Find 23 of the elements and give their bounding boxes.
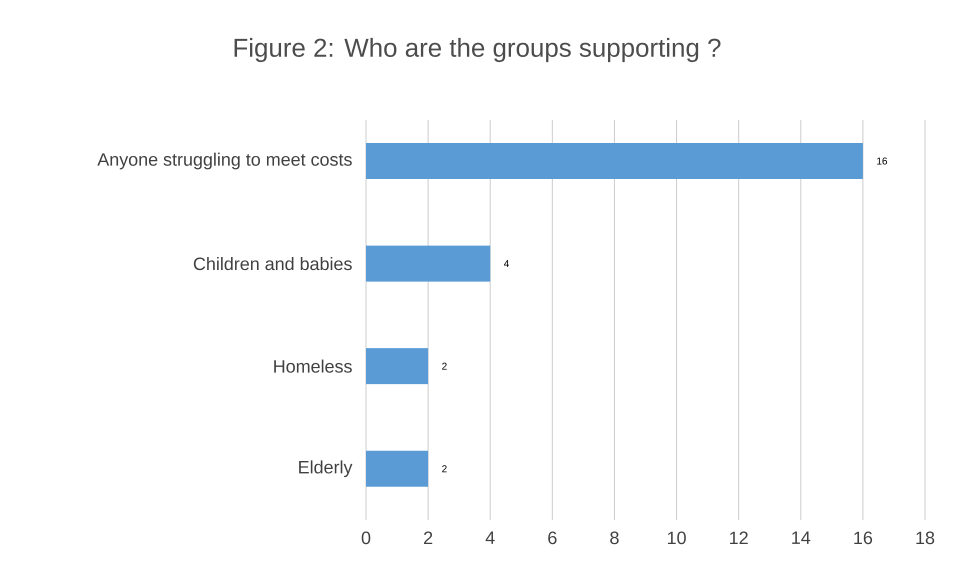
x-tick-label: 10 bbox=[668, 532, 686, 544]
bar bbox=[366, 450, 428, 487]
data-label: 4 bbox=[504, 260, 509, 268]
x-tick-label: 18 bbox=[916, 532, 934, 544]
x-tick-label: 16 bbox=[854, 532, 872, 544]
data-label: 2 bbox=[442, 465, 447, 472]
y-tick-label: Elderly bbox=[299, 460, 352, 478]
bar bbox=[366, 348, 428, 384]
bar bbox=[366, 143, 863, 180]
x-tick-label: 0 bbox=[362, 532, 370, 544]
x-tick-label: 2 bbox=[424, 532, 432, 544]
y-tick-label: Children and babies bbox=[194, 257, 352, 270]
bar bbox=[366, 246, 490, 282]
x-tick-label: 6 bbox=[548, 532, 557, 544]
y-tick-label: Anyone struggling to meet costs bbox=[97, 152, 352, 170]
x-tick-label: 4 bbox=[486, 532, 495, 544]
x-tick-label: 14 bbox=[792, 532, 810, 544]
data-label: 16 bbox=[877, 158, 888, 165]
y-tick-label: Homeless bbox=[274, 360, 352, 373]
data-label: 2 bbox=[442, 362, 447, 370]
x-tick-label: 8 bbox=[610, 532, 619, 544]
chart-title: Figure 2: Who are the groups supporting ? bbox=[234, 38, 721, 62]
x-tick-label: 12 bbox=[730, 532, 748, 544]
